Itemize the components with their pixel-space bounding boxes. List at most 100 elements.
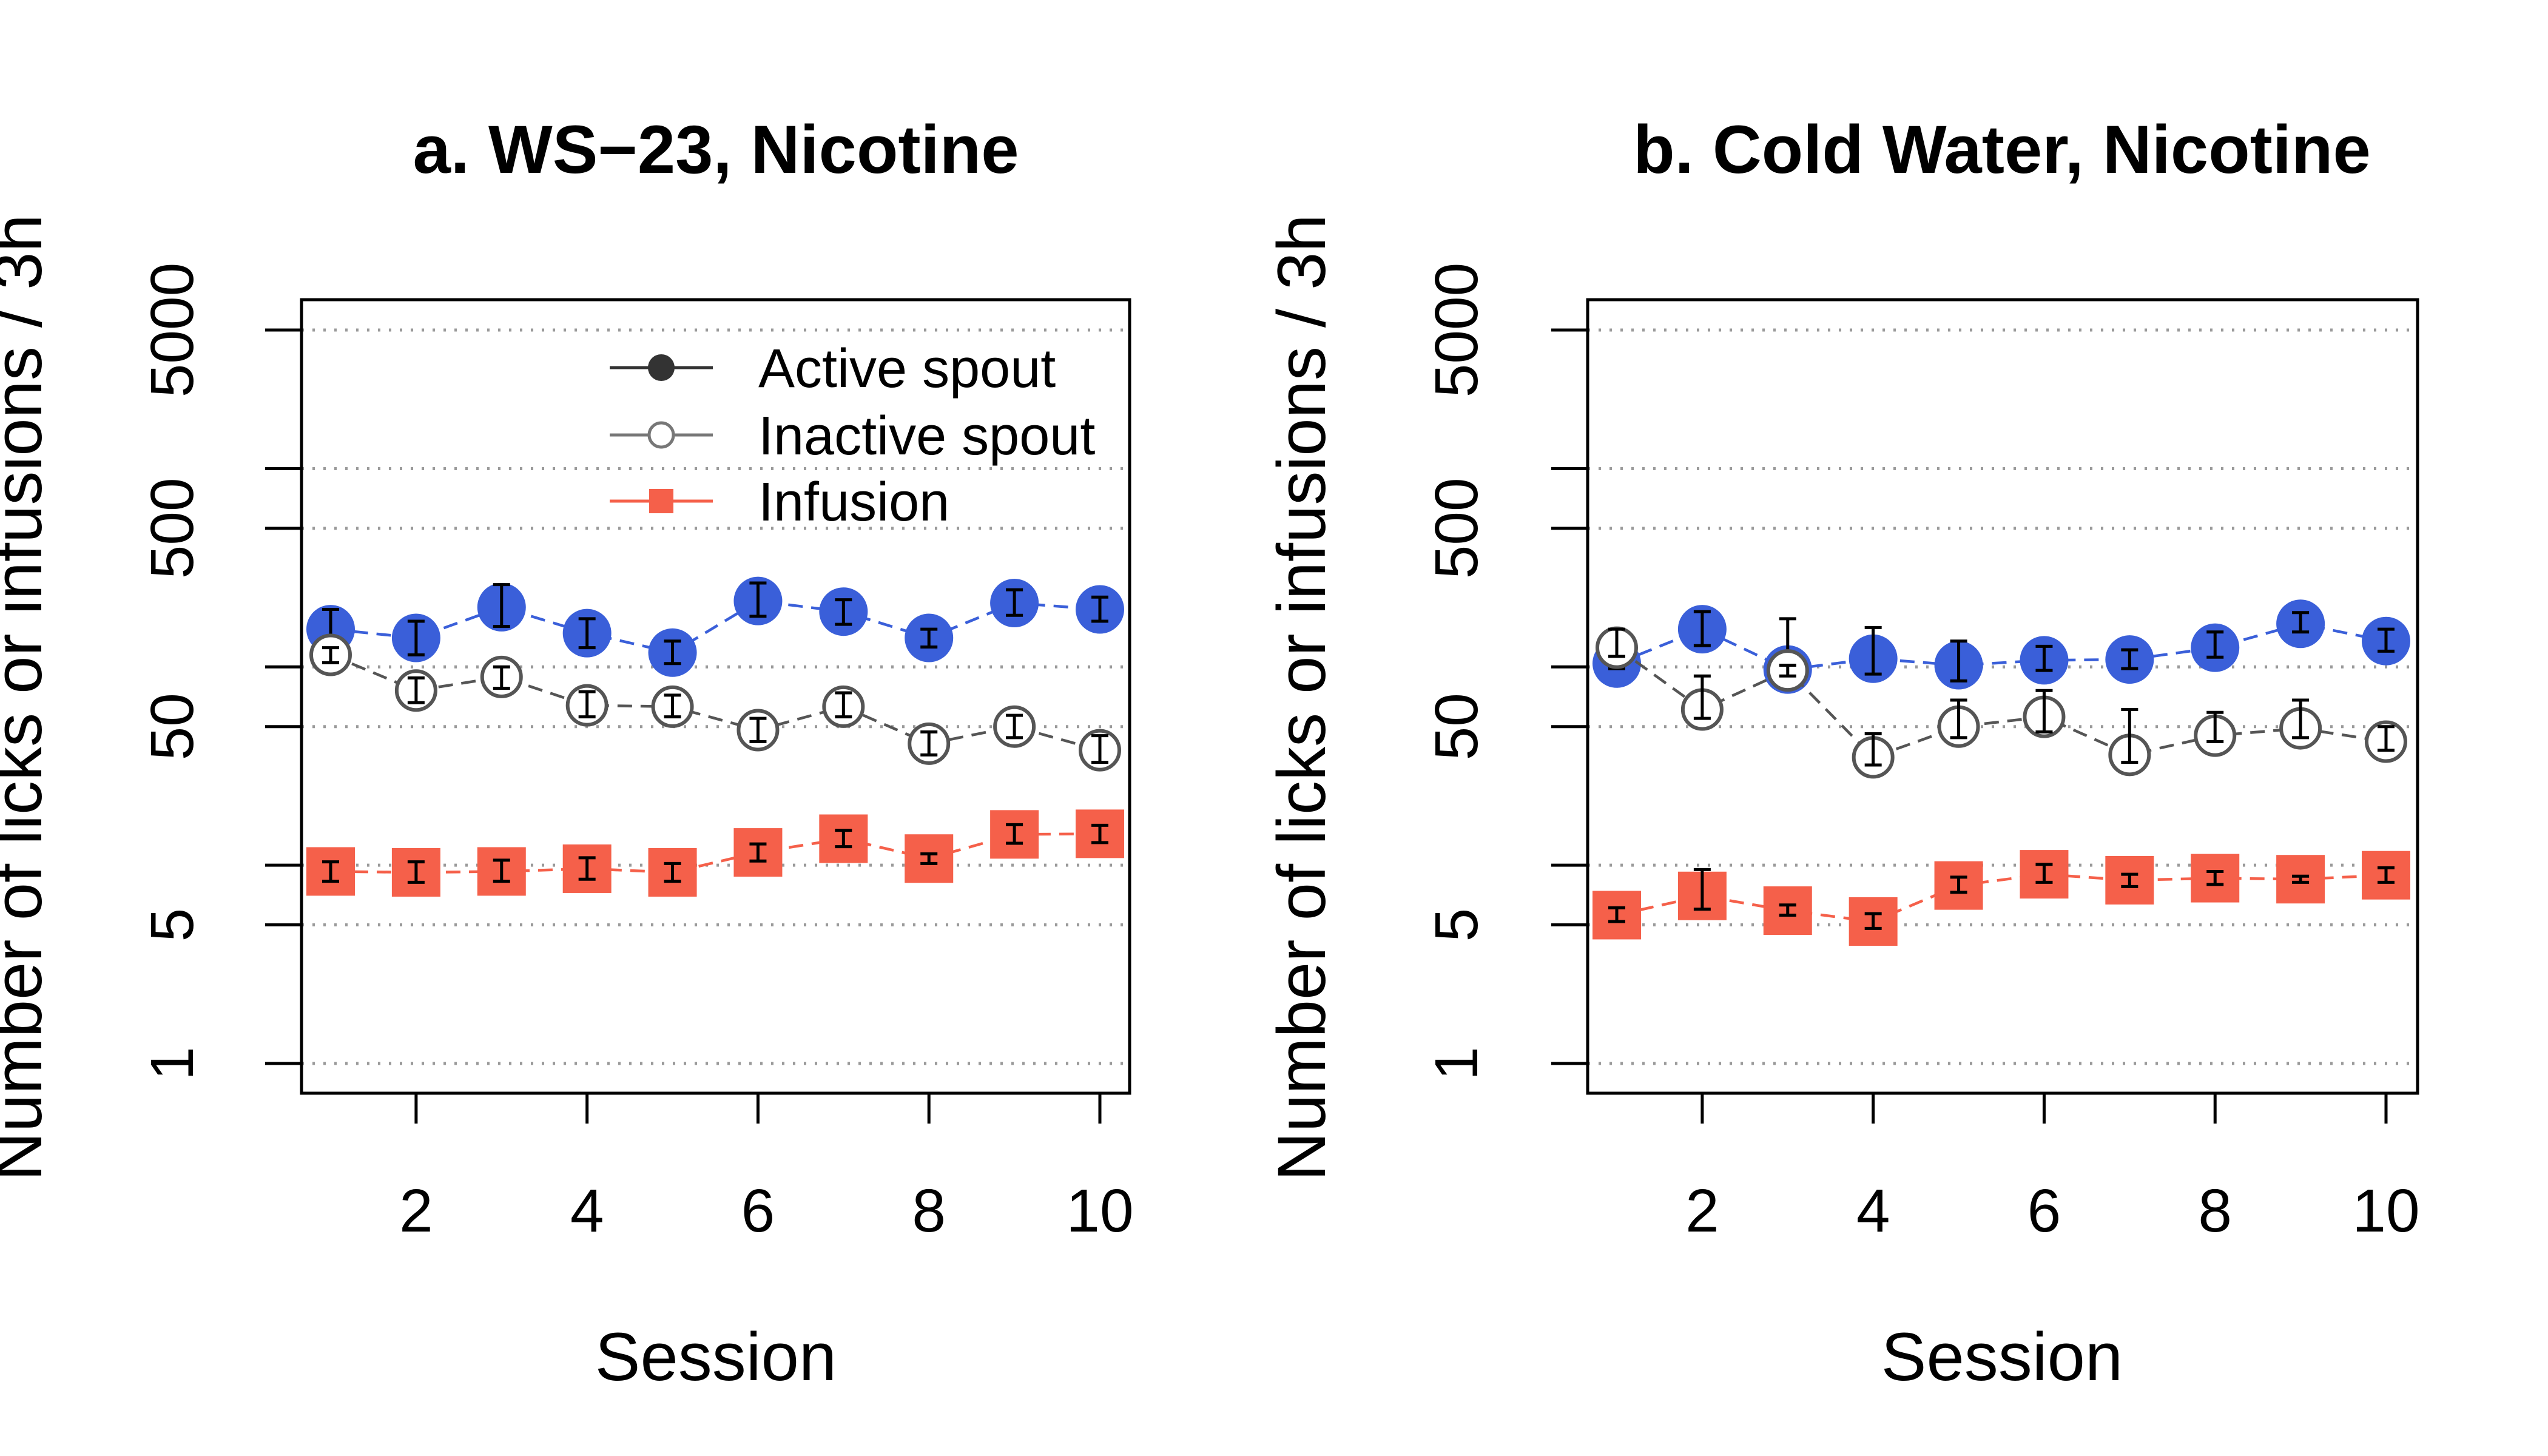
error-bar — [578, 856, 596, 881]
error-bar — [1864, 732, 1882, 767]
x-tick-label: 2 — [1685, 1177, 1719, 1245]
legend-label: Infusion — [758, 472, 949, 533]
error-bar — [2121, 648, 2138, 670]
error-bar — [920, 852, 938, 865]
error-bar — [835, 691, 852, 719]
series-line — [1616, 622, 2387, 671]
error-bar — [1091, 734, 1108, 764]
error-bar — [2378, 866, 2395, 884]
error-bar — [1091, 823, 1108, 844]
y-tick-label: 1 — [138, 1046, 206, 1080]
legend-marker — [647, 421, 675, 449]
error-bar — [2121, 707, 2138, 764]
error-bar — [749, 842, 767, 863]
error-bar — [920, 730, 938, 757]
error-bar — [2206, 630, 2224, 659]
error-bar — [322, 860, 339, 883]
x-tick-label: 8 — [2198, 1177, 2232, 1245]
error-bar — [2035, 689, 2053, 733]
y-tick-label: 50 — [138, 693, 206, 760]
error-bar — [1779, 663, 1796, 678]
error-bar — [407, 676, 425, 704]
chart-title: b. Cold Water, Nicotine — [1633, 112, 2370, 187]
error-bar — [1006, 823, 1023, 845]
y-axis-title: Number of licks or infusions / 3h — [0, 214, 56, 1181]
series-line — [1616, 872, 2387, 923]
series-line — [1616, 646, 2387, 759]
x-tick-label: 4 — [1856, 1177, 1890, 1245]
error-bar — [1006, 588, 1023, 617]
error-bar — [1608, 906, 1625, 923]
error-bar — [2206, 710, 2224, 743]
error-bar — [664, 861, 681, 883]
error-bar — [407, 619, 425, 656]
series-line — [330, 832, 1100, 874]
x-axis: 2 4 6 8 10 — [399, 1091, 1134, 1245]
error-bar — [2035, 863, 2053, 884]
series-inactive-spout — [309, 633, 1121, 772]
series-line — [330, 599, 1100, 655]
error-bar — [407, 860, 425, 884]
panel-a: a. WS−23, Nicotine 2 4 6 8 10 Session 1 5 50 500 50… — [0, 112, 1134, 1395]
legend-marker — [649, 489, 673, 513]
error-bar — [749, 581, 767, 618]
y-axis: 1 5 50 500 5000 — [138, 263, 302, 1080]
error-bar — [1693, 674, 1711, 720]
error-bar — [1006, 713, 1023, 740]
error-bar — [1950, 639, 1967, 682]
series-active-spout — [1592, 599, 2410, 694]
x-tick-label: 6 — [741, 1177, 775, 1245]
series-infusion — [306, 809, 1124, 897]
error-bar — [2206, 869, 2224, 886]
x-axis: 2 4 6 8 10 — [1685, 1091, 2420, 1245]
series-line — [330, 653, 1100, 752]
error-bar — [920, 627, 938, 649]
y-tick-label: 500 — [1423, 477, 1491, 579]
error-bar — [1779, 903, 1796, 917]
y-tick-label: 1 — [1423, 1046, 1491, 1080]
error-bar — [1950, 698, 1967, 740]
y-tick-label: 500 — [138, 477, 206, 579]
y-tick-label: 5000 — [1423, 263, 1491, 397]
x-axis-title: Session — [1881, 1319, 2123, 1395]
error-bar — [493, 665, 510, 690]
error-bar — [2121, 872, 2138, 888]
error-bar — [835, 598, 852, 626]
error-bar — [493, 583, 510, 629]
x-axis-title: Session — [595, 1319, 837, 1395]
series-infusion — [1592, 850, 2410, 946]
x-tick-label: 6 — [2027, 1177, 2061, 1245]
x-tick-label: 2 — [399, 1177, 433, 1245]
error-bar — [664, 693, 681, 719]
error-bar — [2378, 725, 2395, 752]
error-bar — [578, 690, 596, 719]
x-tick-label: 10 — [2352, 1177, 2419, 1245]
error-bar — [2292, 698, 2310, 740]
error-bar — [322, 646, 339, 664]
y-tick-label: 50 — [1423, 693, 1491, 760]
x-tick-label: 10 — [1066, 1177, 1133, 1245]
error-bar — [2378, 627, 2395, 653]
legend-label: Inactive spout — [758, 406, 1095, 467]
error-bar — [1608, 627, 1625, 658]
error-bar — [493, 858, 510, 883]
chart-title: a. WS−23, Nicotine — [413, 112, 1019, 187]
x-tick-label: 8 — [912, 1177, 946, 1245]
legend-label: Active spout — [758, 339, 1056, 399]
error-bar — [1950, 875, 1967, 894]
error-bar — [2292, 874, 2310, 884]
error-bar — [1693, 868, 1711, 911]
legend-marker — [648, 354, 675, 381]
error-bar — [2292, 611, 2310, 634]
error-bar — [1091, 595, 1108, 623]
series-inactive-spout — [1596, 626, 2407, 779]
error-bar — [1864, 625, 1882, 676]
panel-b: b. Cold Water, Nicotine 2 4 6 8 10 Session 1 5 50… — [1264, 112, 2420, 1395]
y-tick-label: 5 — [138, 908, 206, 942]
y-axis: 1 5 50 500 5000 — [1423, 263, 1588, 1080]
x-tick-label: 4 — [570, 1177, 604, 1245]
error-bar — [2035, 644, 2053, 672]
error-bar — [749, 716, 767, 743]
y-tick-label: 5 — [1423, 908, 1491, 942]
